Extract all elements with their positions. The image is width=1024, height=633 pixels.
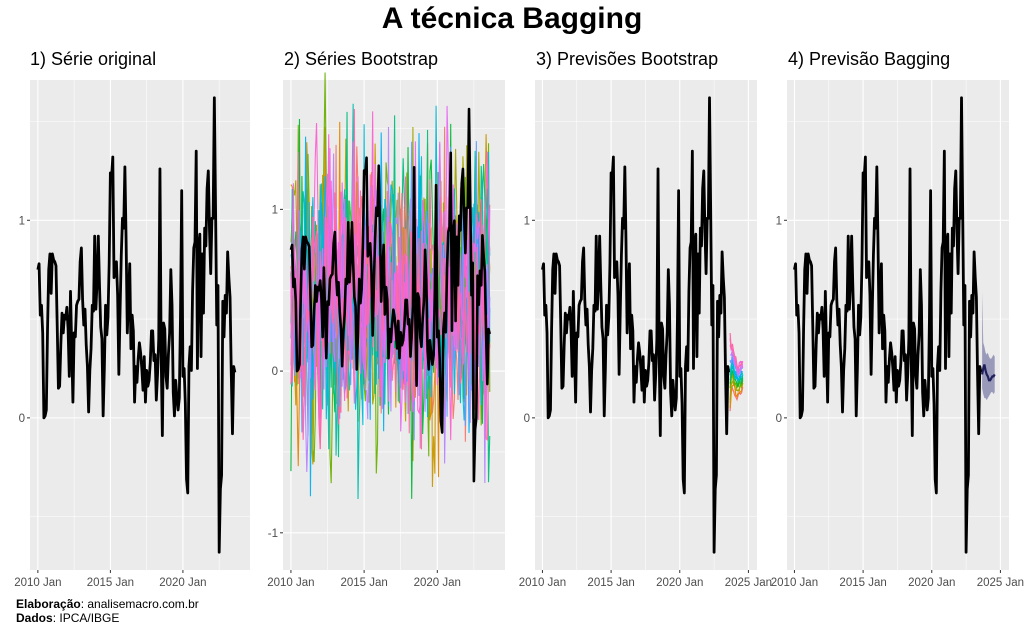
caption-dados-label: Dados (16, 611, 53, 625)
caption-dados: Dados: IPCA/IBGE (16, 611, 120, 625)
y-tick-label: 1 (272, 204, 278, 216)
x-tick-label: 2020 Jan (414, 577, 461, 589)
x-tick-label: 2010 Jan (267, 577, 314, 589)
bootstrap-forecast-line (729, 382, 744, 408)
x-tick-label: 2025 Jan (725, 577, 772, 589)
panel-title-original: 1) Série original (30, 49, 157, 69)
caption-elaboracao: Elaboração: analisemacro.com.br (16, 597, 199, 611)
y-tick-label: 0 (524, 413, 530, 425)
caption-dados-value: IPCA/IBGE (59, 611, 120, 625)
y-tick-label: 1 (524, 215, 530, 227)
x-tick-label: 2015 Jan (340, 577, 387, 589)
bootstrap-forecast-line (729, 358, 744, 381)
y-tick-label: 0 (776, 413, 782, 425)
ipca-series-line (36, 96, 237, 554)
panel-bootstrap: -1 0 1 2010 Jan 2015 Jan 2020 Jan (267, 72, 505, 589)
ipca-series-line (289, 107, 492, 483)
panel-title-bootstrap: 2) Séries Bootstrap (284, 49, 439, 69)
bootstrap-forecast-line (729, 333, 744, 370)
y-tick-label: 1 (776, 215, 782, 227)
x-tick-label: 2015 Jan (587, 577, 634, 589)
caption-elaboracao-label: Elaboração (16, 597, 81, 611)
panel-title-bagging: 4) Previsão Bagging (788, 49, 951, 69)
panel-forecasts: 0 1 2010 Jan 2015 Jan 2020 Jan 2025 Jan (519, 80, 772, 589)
x-tick-label: 2015 Jan (839, 577, 886, 589)
panel-title-forecasts: 3) Previsões Bootstrap (536, 49, 719, 69)
y-tick-label: 1 (19, 215, 25, 227)
x-tick-label: 2020 Jan (908, 577, 955, 589)
panel-original: 0 1 2010 Jan 2015 Jan 2020 Jan (14, 80, 250, 589)
bootstrap-forecast-line (729, 386, 744, 412)
y-tick-label: 0 (19, 413, 25, 425)
caption-elaboracao-value: analisemacro.com.br (87, 597, 199, 611)
y-tick-label: 0 (272, 366, 278, 378)
x-tick-label: 2020 Jan (656, 577, 703, 589)
x-tick-label: 2010 Jan (771, 577, 818, 589)
bagging-forecast-line (981, 364, 996, 382)
x-tick-label: 2010 Jan (14, 577, 61, 589)
x-tick-label: 2010 Jan (519, 577, 566, 589)
y-tick-label: -1 (268, 528, 278, 540)
x-tick-label: 2025 Jan (977, 577, 1024, 589)
ipca-series-line (541, 96, 731, 554)
main-title: A técnica Bagging (381, 2, 643, 35)
ipca-series-line (793, 96, 983, 554)
x-tick-label: 2015 Jan (87, 577, 134, 589)
x-tick-label: 2020 Jan (159, 577, 206, 589)
panel-bagging: 0 1 2010 Jan 2015 Jan 2020 Jan 2025 Jan (771, 80, 1024, 589)
